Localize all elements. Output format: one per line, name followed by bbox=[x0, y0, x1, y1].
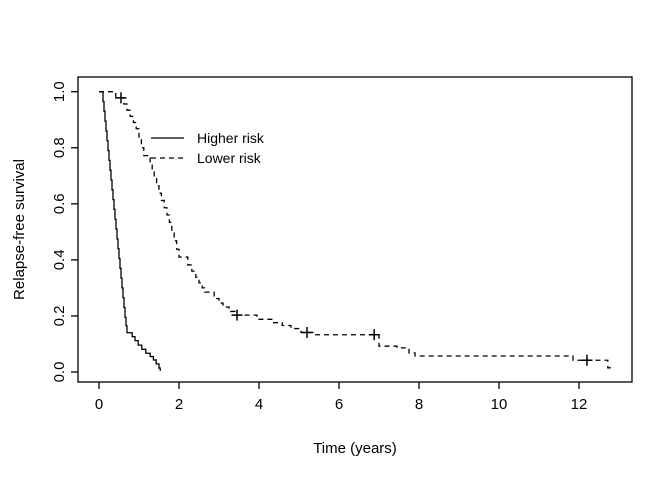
y-axis-tick-label: 0.2 bbox=[51, 306, 68, 327]
x-axis-label: Time (years) bbox=[313, 440, 397, 457]
x-axis-tick-label: 10 bbox=[491, 396, 508, 413]
plot-box bbox=[77, 76, 633, 383]
legend-lower-risk-label: Lower risk bbox=[197, 150, 262, 166]
y-axis-tick-label: 0.6 bbox=[51, 193, 68, 214]
y-axis-tick-label: 0.8 bbox=[51, 137, 68, 158]
x-axis-tick-label: 8 bbox=[415, 396, 423, 413]
x-axis-tick-label: 6 bbox=[335, 396, 343, 413]
legend: Higher risk Lower risk bbox=[151, 130, 265, 166]
x-axis-tick-label: 4 bbox=[255, 396, 263, 413]
y-axis-label: Relapse-free survival bbox=[11, 159, 28, 300]
x-axis-tick-label: 12 bbox=[571, 396, 588, 413]
y-axis-tick-label: 1.0 bbox=[51, 81, 68, 102]
x-axis-tick-label: 2 bbox=[175, 396, 183, 413]
higher-risk-curve bbox=[99, 91, 161, 371]
y-axis-tick-label: 0.4 bbox=[51, 249, 68, 270]
lower-risk-curve bbox=[99, 91, 613, 369]
y-axis-tick-label: 0.0 bbox=[51, 362, 68, 383]
legend-higher-risk-label: Higher risk bbox=[197, 130, 265, 146]
x-axis-tick-label: 0 bbox=[95, 396, 103, 413]
